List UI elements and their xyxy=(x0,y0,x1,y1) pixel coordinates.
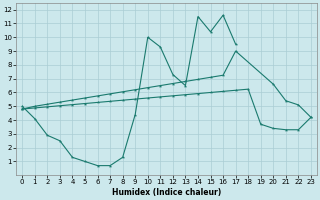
X-axis label: Humidex (Indice chaleur): Humidex (Indice chaleur) xyxy=(112,188,221,197)
